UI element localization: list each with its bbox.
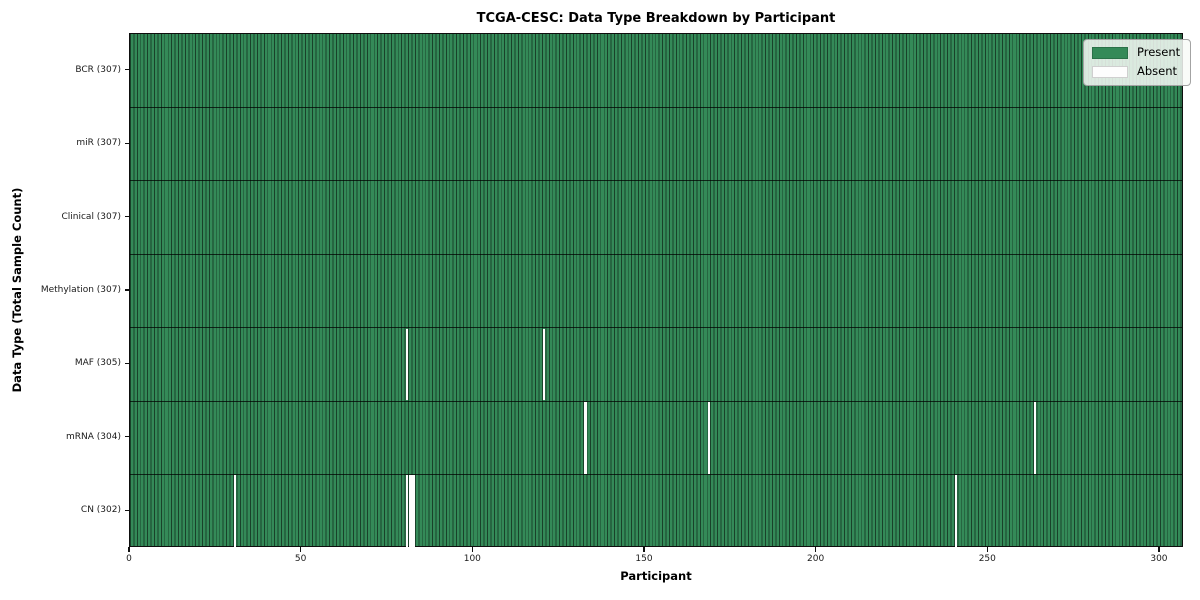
legend-label: Absent: [1137, 64, 1178, 79]
x-tick-mark: [643, 547, 645, 552]
absent-cell-CN-81: [408, 475, 412, 548]
ytick-label-BCR: BCR (307): [75, 64, 121, 75]
x-tick-mark: [986, 547, 988, 552]
absent-cell-MAF-80: [405, 328, 409, 401]
xtick-label-200: 200: [807, 554, 825, 564]
ytick-label-Clinical: Clinical (307): [61, 211, 121, 222]
ytick-label-Methylation: Methylation (307): [40, 285, 121, 295]
y-tick-mark: [124, 362, 129, 365]
absent-cell-CN-80: [405, 475, 409, 548]
xtick-label-150: 150: [635, 554, 653, 564]
ytick-label-MAF: MAF (305): [74, 358, 121, 369]
absent-cell-CN-30: [233, 475, 237, 548]
heatmap-plot: [129, 33, 1183, 548]
y-tick-mark: [124, 509, 129, 511]
y-tick-mark: [124, 215, 129, 218]
y-tick-mark: [124, 142, 129, 144]
x-axis-label: Participant: [620, 569, 692, 583]
x-tick-mark: [1158, 547, 1160, 552]
absent-cell-mRNA-168: [707, 401, 711, 474]
xtick-label-250: 250: [978, 554, 996, 564]
row-separator-line: [130, 180, 1182, 182]
absent-cell-CN-82: [412, 475, 415, 548]
row-separator-line: [130, 400, 1182, 402]
xtick-label-50: 50: [294, 554, 307, 564]
ytick-label-mRNA: mRNA (304): [66, 431, 121, 442]
y-tick-mark: [124, 289, 129, 291]
legend: Present Absent: [1083, 39, 1192, 86]
x-tick-mark: [471, 547, 473, 552]
absent-cell-mRNA-132: [584, 401, 587, 474]
absent-cell-CN-240: [954, 475, 958, 548]
chart-title: TCGA-CESC: Data Type Breakdown by Partic…: [476, 11, 836, 26]
legend-item-present: Present: [1092, 47, 1180, 59]
legend-swatch-present: [1092, 47, 1128, 59]
legend-item-absent: Absent: [1092, 66, 1180, 78]
y-tick-mark: [124, 436, 129, 438]
xtick-label-300: 300: [1150, 554, 1168, 564]
absent-cell-MAF-120: [542, 328, 546, 401]
y-tick-mark: [124, 69, 129, 71]
legend-swatch-absent: [1092, 66, 1128, 78]
row-separator-line: [130, 474, 1182, 476]
row-separator-line: [130, 106, 1182, 108]
legend-label: Present: [1137, 45, 1181, 60]
ytick-label-miR: miR (307): [76, 138, 121, 149]
xtick-label-0: 0: [126, 554, 132, 564]
x-tick-mark: [815, 547, 817, 552]
xtick-label-100: 100: [463, 554, 481, 564]
absent-cell-mRNA-263: [1033, 401, 1037, 474]
row-separator-line: [130, 327, 1182, 329]
x-tick-mark: [128, 547, 130, 552]
ytick-label-CN: CN (302): [80, 505, 121, 516]
row-separator-line: [130, 253, 1182, 255]
x-tick-mark: [300, 547, 302, 552]
